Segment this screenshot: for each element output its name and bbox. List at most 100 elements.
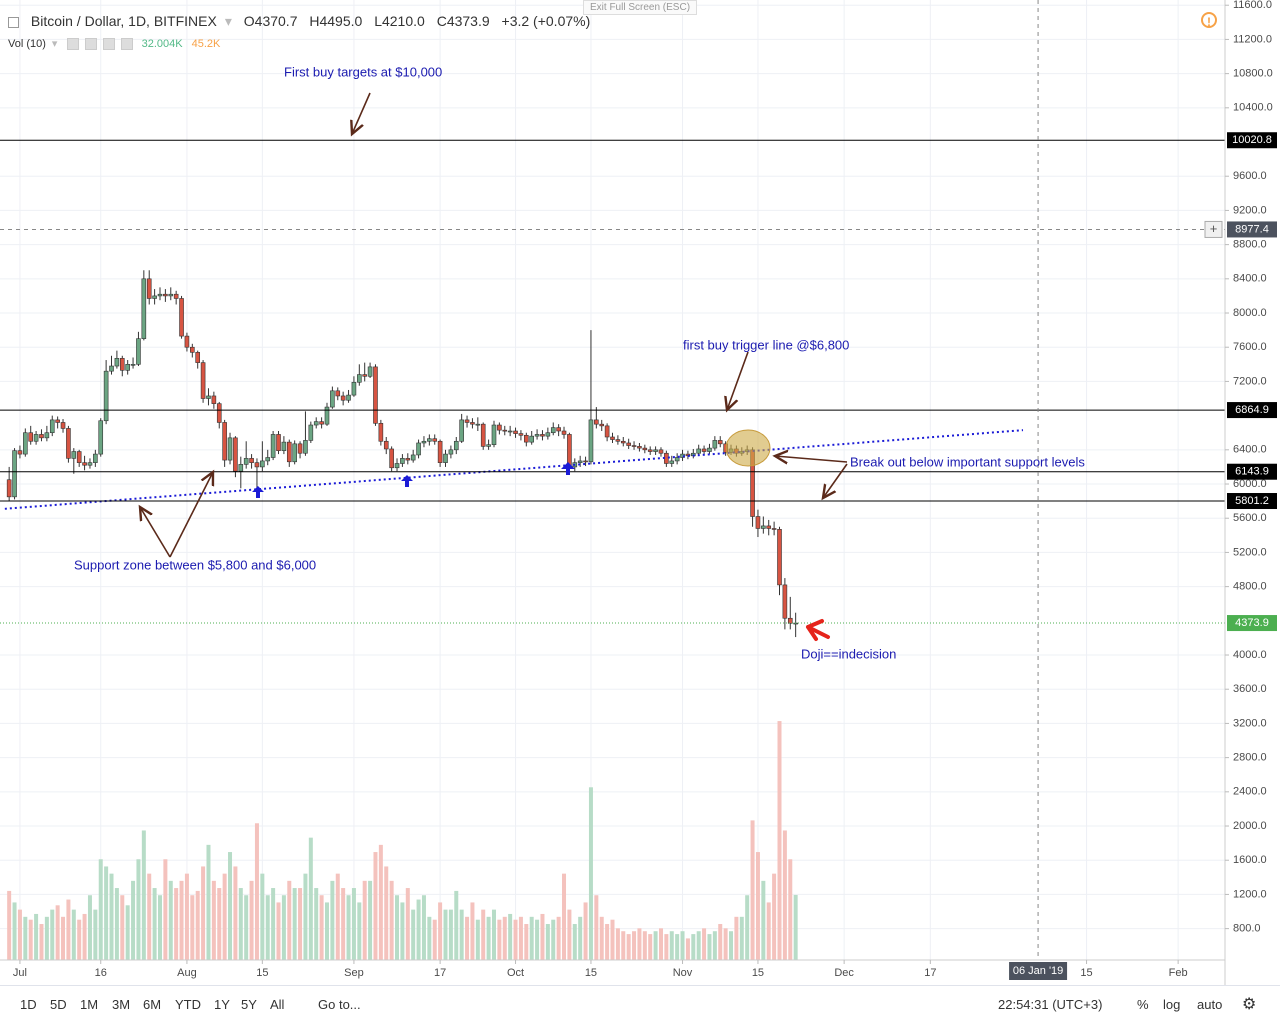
y-tick-label: 10400.0 <box>1233 102 1273 114</box>
level-label-box <box>1227 132 1277 149</box>
volume-bar <box>648 934 653 960</box>
volume-bar <box>66 899 71 960</box>
y-tick-label: 800.0 <box>1233 923 1261 935</box>
volume-bar <box>271 888 276 960</box>
volume-bar <box>7 890 12 960</box>
range-button[interactable]: All <box>270 997 285 1012</box>
volume-bar <box>777 721 782 960</box>
volume-bar <box>594 895 599 960</box>
candle-body <box>507 430 513 433</box>
icon[interactable] <box>102 38 115 51</box>
candle-body <box>394 463 400 469</box>
candle-body <box>400 458 405 464</box>
volume-bar <box>254 823 259 960</box>
auto-button[interactable]: auto <box>1197 997 1223 1012</box>
volume-bar <box>303 873 308 960</box>
y-tick-label: 4000.0 <box>1233 649 1267 661</box>
volume-bar <box>17 909 22 960</box>
candle-body <box>28 432 34 442</box>
volume-bar <box>632 931 637 960</box>
candle-body <box>200 362 206 399</box>
volume-bar <box>244 895 249 960</box>
caret[interactable]: ▾ <box>51 38 58 50</box>
candle-body <box>529 435 534 443</box>
volume-bar <box>691 934 696 960</box>
volume-bar <box>669 931 674 960</box>
goto-button[interactable]: Go to... <box>318 997 361 1012</box>
candle-body <box>373 366 378 424</box>
icon[interactable] <box>66 38 79 51</box>
candle-body <box>190 346 195 353</box>
range-button[interactable]: 1M <box>80 997 99 1012</box>
alert-icon[interactable]: ! <box>1201 12 1217 29</box>
volume-bar <box>136 859 141 960</box>
icon[interactable] <box>120 38 133 51</box>
volume-bar <box>793 894 798 960</box>
range-button[interactable]: 6M <box>143 997 162 1012</box>
annotation: first buy trigger line @$6,800 <box>683 337 849 352</box>
exit-fullscreen[interactable]: Exit Full Screen (ESC) <box>583 0 698 15</box>
symbol: Bitcoin / Dollar, 1D, BITFINEX <box>30 13 217 29</box>
candle-body <box>475 423 481 426</box>
collapse-icon[interactable] <box>8 16 19 28</box>
range-button[interactable]: 5D <box>50 997 67 1012</box>
volume-bar <box>788 859 793 960</box>
range-button[interactable]: 3M <box>112 997 131 1012</box>
volume-bar <box>351 888 356 960</box>
volume-bar <box>346 895 351 960</box>
volume-bar <box>281 895 286 960</box>
settings-button[interactable]: ⚙ <box>1242 996 1257 1013</box>
volume-bar <box>475 919 480 960</box>
arrow <box>352 92 371 134</box>
range-button[interactable]: YTD <box>175 997 201 1012</box>
crosshair-y-box <box>1227 221 1277 238</box>
volume-bar <box>782 830 787 960</box>
annotations: First buy targets at $10,000 first buy t… <box>74 64 1085 661</box>
volume-bar <box>163 859 168 960</box>
volume-bar <box>750 820 755 960</box>
candle-body <box>599 423 605 427</box>
volume-value: 32.004K <box>141 38 183 50</box>
volume-bar <box>238 888 243 960</box>
legend-header: Bitcoin / Dollar, 1D, BITFINEX ▾ O4370.7 … <box>8 13 598 30</box>
volume-bar <box>626 934 631 960</box>
last-price-box <box>1227 615 1277 632</box>
y-tick-label: 9200.0 <box>1233 204 1267 216</box>
candle-body <box>82 462 87 466</box>
candle-body <box>583 460 588 463</box>
arrow <box>140 507 171 558</box>
candle-body <box>658 449 664 454</box>
candle-body <box>577 460 583 463</box>
volume-bar <box>675 934 680 960</box>
crosshair-plus[interactable] <box>1204 220 1223 238</box>
caret[interactable]: ▾ <box>224 13 232 29</box>
candle-body <box>647 449 653 452</box>
candle-body <box>416 442 421 456</box>
candle-body <box>211 395 217 404</box>
candle-body <box>179 298 184 337</box>
support-markers <box>252 462 575 498</box>
candle-body <box>696 448 701 454</box>
candle-body <box>233 437 238 472</box>
crosshair-y-label: 8977.4 <box>1235 223 1269 235</box>
annotation: Break out below important support levels <box>850 454 1085 469</box>
candle-body <box>594 419 599 425</box>
range-button[interactable]: 1D <box>20 997 37 1012</box>
icon[interactable] <box>84 38 97 51</box>
candle-body <box>125 364 130 371</box>
range-button[interactable]: 1Y <box>214 997 230 1012</box>
volume-bar <box>98 859 103 960</box>
level-label-box <box>1227 463 1277 480</box>
candle-body <box>707 447 712 452</box>
candle-body <box>653 449 658 452</box>
volume-bar <box>330 880 335 960</box>
level-label: 6143.9 <box>1235 466 1269 478</box>
range-button[interactable]: 5Y <box>241 997 257 1012</box>
volume-legend: Vol (10) ▾ 32.004K 45.2K <box>8 37 226 51</box>
volume-bar <box>249 880 254 960</box>
volume-bar <box>615 928 620 960</box>
log-button[interactable]: log <box>1163 997 1181 1012</box>
percent-button[interactable]: % <box>1137 997 1149 1012</box>
volume-bar <box>411 909 416 960</box>
volume-bar <box>174 888 179 960</box>
